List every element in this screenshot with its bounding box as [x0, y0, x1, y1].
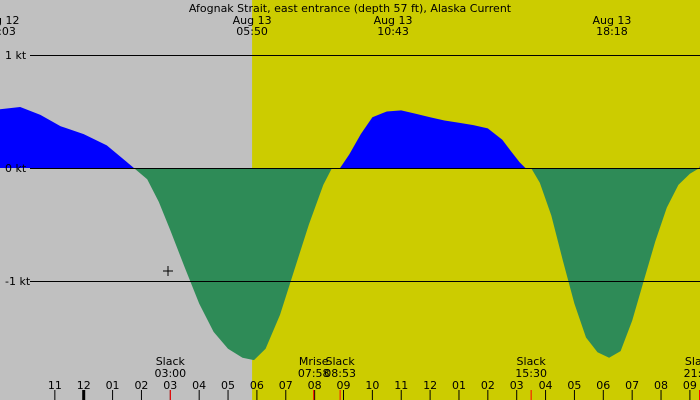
x-tick-label-0: 11: [48, 379, 62, 392]
x-tick-label-3: 02: [134, 379, 148, 392]
ebb-area-3: [531, 168, 700, 358]
event-name-0: Slack: [156, 355, 186, 368]
top-time-1: 05:50: [236, 25, 268, 38]
top-date-3: Aug 13: [592, 14, 631, 27]
x-tick-label-19: 06: [596, 379, 610, 392]
top-date-2: Aug 13: [374, 14, 413, 27]
x-tick-label-7: 06: [250, 379, 264, 392]
x-tick-label-1: 12: [77, 379, 91, 392]
x-tick-label-10: 09: [337, 379, 351, 392]
x-tick-label-21: 08: [654, 379, 668, 392]
x-tick-label-9: 08: [308, 379, 322, 392]
y-gridlines: [30, 55, 700, 282]
y-tick-labels: 1 kt 0 kt -1 kt: [5, 49, 31, 288]
event-time-2: 08:53: [324, 367, 356, 380]
x-tick-label-20: 07: [625, 379, 639, 392]
chart-title: Afognak Strait, east entrance (depth 57 …: [189, 2, 512, 15]
x-tick-label-8: 07: [279, 379, 293, 392]
x-tick-label-13: 12: [423, 379, 437, 392]
event-name-3: Slack: [517, 355, 547, 368]
y-tick-label-2: -1 kt: [5, 275, 31, 288]
x-tick-label-12: 11: [394, 379, 408, 392]
x-tick-label-4: 03: [163, 379, 177, 392]
event-name-4: Slack: [685, 355, 700, 368]
x-ticks: 11 12 01 02 03 04 05 06 07 08 09 10 11 12 01 02 03 04 05 06…: [48, 379, 700, 400]
ebb-area-1: [133, 168, 332, 361]
event-name-2: Slack: [326, 355, 356, 368]
event-time-1: 07:58: [298, 367, 330, 380]
x-tick-label-2: 01: [106, 379, 120, 392]
event-name-1: Mrise: [299, 355, 329, 368]
event-time-3: 15:30: [515, 367, 547, 380]
event-time-4: 21:20: [684, 367, 700, 380]
top-date-0: Aug 12: [0, 14, 19, 27]
x-tick-label-18: 05: [567, 379, 581, 392]
crosshair-cursor: [163, 266, 173, 276]
y-tick-label-1: 0 kt: [5, 162, 27, 175]
bottom-event-labels: Slack03:00Mrise07:58Slack08:53Slack15:30…: [154, 355, 700, 380]
event-time-0: 03:00: [154, 367, 186, 380]
x-tick-label-14: 01: [452, 379, 466, 392]
x-tick-label-11: 10: [365, 379, 379, 392]
top-time-2: 10:43: [377, 25, 409, 38]
current-area: [0, 107, 700, 361]
x-tick-label-16: 03: [510, 379, 524, 392]
y-tick-label-0: 1 kt: [5, 49, 27, 62]
top-date-1: Aug 13: [233, 14, 272, 27]
top-time-3: 18:18: [596, 25, 628, 38]
flood-area-2: [332, 110, 532, 168]
flood-area-0: [0, 107, 134, 168]
x-tick-label-6: 05: [221, 379, 235, 392]
top-time-0: 23:03: [0, 25, 16, 38]
x-tick-label-17: 04: [539, 379, 553, 392]
x-tick-label-5: 04: [192, 379, 206, 392]
x-tick-label-22: 09: [683, 379, 697, 392]
x-tick-label-15: 02: [481, 379, 495, 392]
